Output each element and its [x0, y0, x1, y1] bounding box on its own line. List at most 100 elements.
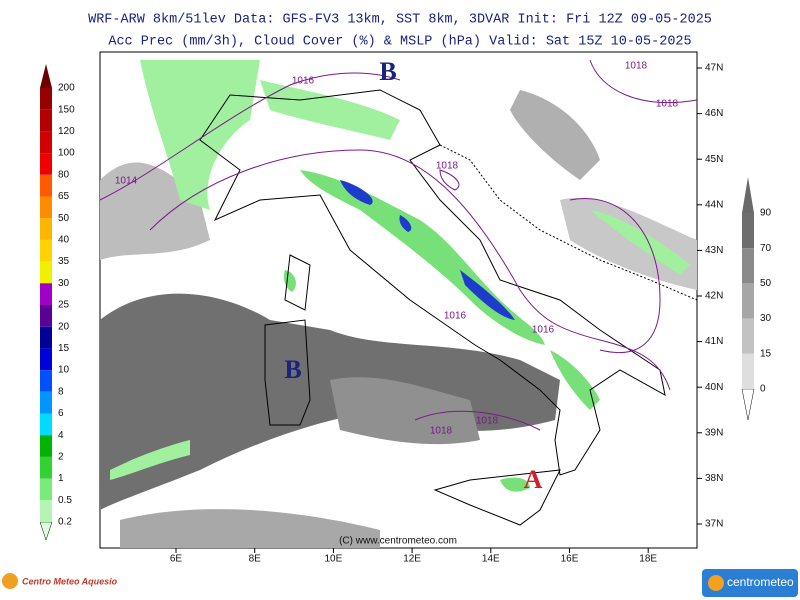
lat-label: 46N [705, 108, 723, 119]
isobar-label: 1018 [476, 416, 499, 427]
lat-label: 43N [705, 245, 723, 256]
left-logo: Centro Meteo Aquesio [22, 576, 118, 586]
lat-label: 44N [705, 199, 723, 210]
lat-label: 41N [705, 336, 723, 347]
right-logo-icon [708, 575, 724, 591]
legend-label: 40 [58, 235, 70, 246]
legend-label: 30 [58, 278, 70, 289]
pressure-center: A [524, 465, 543, 494]
lat-label: 42N [705, 291, 723, 302]
legend-label: 10 [58, 365, 70, 376]
lat-label: 45N [705, 154, 723, 165]
legend-swatch [40, 435, 52, 457]
legend-label: 4 [58, 430, 64, 441]
cloud-label: 70 [760, 243, 772, 254]
lon-label: 8E [249, 554, 262, 565]
axis-labels: 47N 46N 45N 44N 43N 42N 41N 40N 39N 38N 37N 6E 8E 10E… [170, 63, 723, 565]
lon-label: 18E [639, 554, 657, 565]
lon-label: 16E [561, 554, 579, 565]
legend-label: 0.2 [58, 517, 72, 528]
legend-label: 20 [58, 321, 70, 332]
legend-swatch [40, 500, 52, 522]
legend-swatch [40, 261, 52, 284]
legend-swatch [40, 218, 52, 240]
legend-label: 2 [58, 452, 64, 463]
isobar-lines [99, 59, 698, 431]
cloud-arrow-bottom [741, 388, 755, 421]
isobar-label: 1018 [430, 426, 453, 437]
legend-swatch [40, 153, 52, 175]
pressure-center: B [379, 57, 396, 86]
legend-swatch [40, 239, 52, 262]
legend-swatch [40, 131, 52, 154]
legend-swatch [40, 196, 52, 219]
legend-label: 50 [58, 213, 70, 224]
isobar-label: 1016 [292, 76, 315, 87]
isobar-label: 1018 [436, 161, 459, 172]
legend-label: 80 [58, 169, 70, 180]
legend-label: 0.5 [58, 495, 72, 506]
lat-label: 47N [705, 63, 723, 74]
legend-label: 15 [58, 343, 70, 354]
map [99, 51, 698, 549]
lat-label: 38N [705, 473, 723, 484]
legend-swatch [40, 305, 52, 327]
legend-label: 65 [58, 191, 70, 202]
legend-label: 25 [58, 300, 70, 311]
legend-label: 100 [58, 148, 75, 159]
lat-label: 39N [705, 427, 723, 438]
cloud-label: 30 [760, 313, 772, 324]
precipitation [110, 60, 690, 492]
cloud-label: 50 [760, 278, 772, 289]
legend-swatch [40, 88, 52, 110]
legend-arrow-bottom [39, 521, 53, 541]
legend-label: 35 [58, 256, 70, 267]
title-line-1: WRF-ARW 8km/51lev Data: GFS-FV3 13km, SS… [88, 13, 712, 28]
legend-swatch [40, 174, 52, 197]
legend-swatch [40, 370, 52, 392]
legend-label: 1 [58, 473, 64, 484]
legend-swatch [40, 283, 52, 305]
isobar-label: 1016 [532, 325, 555, 336]
legend-label: 8 [58, 386, 64, 397]
lon-label: 12E [403, 554, 421, 565]
legend-label: 120 [58, 126, 75, 137]
legend-swatch [40, 413, 52, 436]
legend-swatch [40, 109, 52, 132]
legend-swatch [40, 456, 52, 479]
map-labels: 1016 1018 1018 1014 1018 1016 1016 1018 1018 B B A [115, 57, 679, 494]
isobar-label: 1018 [625, 61, 648, 72]
legend-swatch [40, 478, 52, 501]
legend-label: 200 [58, 83, 75, 94]
cloud-swatch [742, 248, 754, 284]
cloud-cover [100, 90, 697, 548]
legend-arrow-top [40, 64, 52, 88]
precip-legend: 200 150 120 100 80 65 50 40 35 30 25 20 15 10 8 6 4 2 1 0.5… [39, 64, 75, 541]
cloud-swatch [742, 213, 754, 249]
isobar-label: 1016 [444, 311, 467, 322]
legend-swatch [40, 391, 52, 414]
right-logo: centrometeo [727, 575, 794, 589]
legend-swatch [40, 348, 52, 371]
cloud-label: 90 [760, 208, 772, 219]
title-line-2: Acc Prec (mm/3h), Cloud Cover (%) & MSLP… [108, 35, 691, 50]
lon-label: 6E [170, 554, 183, 565]
legend-label: 6 [58, 408, 64, 419]
isobar-label: 1014 [115, 176, 138, 187]
lat-label: 40N [705, 382, 723, 393]
legend-label: 150 [58, 104, 75, 115]
cloud-arrow-top [742, 177, 754, 213]
coastlines [199, 89, 698, 526]
isobar-label: 1018 [656, 99, 679, 110]
watermark: (C) www.centrometeo.com [339, 536, 457, 547]
lat-label: 37N [705, 519, 723, 530]
cloud-legend: 90 70 50 30 15 0 [741, 177, 772, 421]
right-logo-box [702, 569, 798, 597]
lon-label: 10E [325, 554, 343, 565]
cloud-label: 0 [760, 384, 766, 395]
cloud-swatch [742, 283, 754, 319]
left-logo-icon [2, 573, 18, 589]
cloud-swatch [742, 318, 754, 354]
pressure-center: B [284, 355, 301, 384]
